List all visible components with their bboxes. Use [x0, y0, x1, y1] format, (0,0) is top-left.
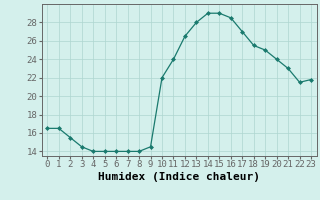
X-axis label: Humidex (Indice chaleur): Humidex (Indice chaleur): [98, 172, 260, 182]
